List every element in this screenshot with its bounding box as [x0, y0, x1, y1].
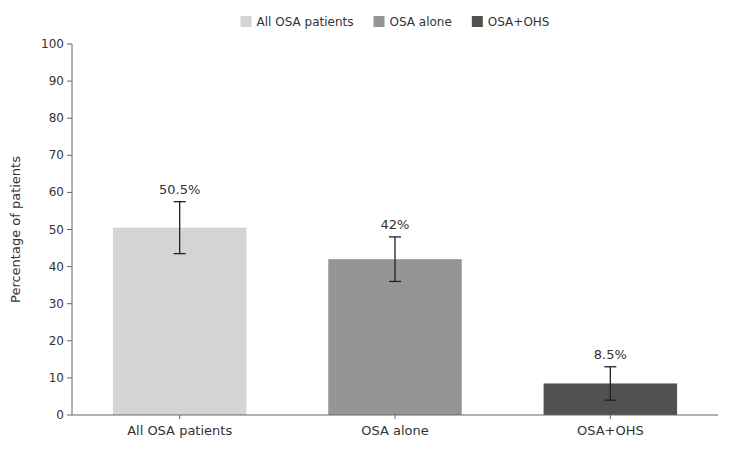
y-tick-label: 70 — [49, 148, 64, 162]
data-label: 50.5% — [159, 182, 200, 197]
legend-swatch — [374, 16, 385, 27]
error-bars — [174, 202, 617, 400]
x-tick-label: All OSA patients — [127, 423, 232, 438]
y-tick-label: 40 — [49, 260, 64, 274]
error-bar — [389, 237, 401, 282]
legend-label: OSA+OHS — [488, 15, 550, 29]
y-tick — [67, 340, 72, 341]
y-tick-label: 80 — [49, 111, 64, 125]
x-tick-label: OSA+OHS — [577, 423, 644, 438]
y-tick-label: 20 — [49, 334, 64, 348]
x-tick — [610, 415, 611, 419]
y-tick-label: 0 — [56, 408, 64, 422]
error-bar — [604, 367, 616, 400]
y-axis-title: Percentage of patients — [8, 156, 23, 303]
chart: 0 10 20 30 40 50 60 70 80 90 100 Percentage of pati… — [0, 0, 742, 459]
y-tick — [67, 303, 72, 304]
y-tick-label: 90 — [49, 74, 64, 88]
bar — [328, 259, 462, 415]
y-tick — [67, 229, 72, 230]
legend-item: OSA+OHS — [472, 15, 550, 29]
y-tick — [67, 266, 72, 267]
y-tick — [67, 118, 72, 119]
y-axis-line — [72, 44, 73, 415]
error-bar — [174, 202, 186, 254]
legend-swatch — [241, 16, 252, 27]
legend-item: All OSA patients — [241, 15, 354, 29]
y-tick-label: 10 — [49, 371, 64, 385]
bars — [113, 228, 677, 415]
y-tick — [67, 415, 72, 416]
y-tick-label: 100 — [41, 37, 64, 51]
legend-swatch — [472, 16, 483, 27]
y-tick-label: 50 — [49, 223, 64, 237]
legend: All OSA patients OSA alone OSA+OHS — [241, 15, 550, 29]
legend-item: OSA alone — [374, 15, 452, 29]
y-tick — [67, 81, 72, 82]
legend-label: OSA alone — [390, 15, 452, 29]
bar — [113, 228, 247, 415]
y-tick — [67, 44, 72, 45]
y-tick — [67, 377, 72, 378]
y-tick-label: 30 — [49, 297, 64, 311]
x-tick-label: OSA alone — [361, 423, 429, 438]
y-axis: 0 10 20 30 40 50 60 70 80 90 100 — [41, 37, 72, 422]
data-label: 42% — [381, 217, 410, 232]
x-tick — [179, 415, 180, 419]
legend-label: All OSA patients — [257, 15, 354, 29]
data-label: 8.5% — [594, 347, 627, 362]
x-axis: All OSA patients OSA alone OSA+OHS — [72, 415, 718, 438]
x-tick — [395, 415, 396, 419]
chart-container: 0 10 20 30 40 50 60 70 80 90 100 Percentage of pati… — [0, 0, 742, 459]
y-tick — [67, 155, 72, 156]
y-tick-label: 60 — [49, 185, 64, 199]
y-tick — [67, 192, 72, 193]
